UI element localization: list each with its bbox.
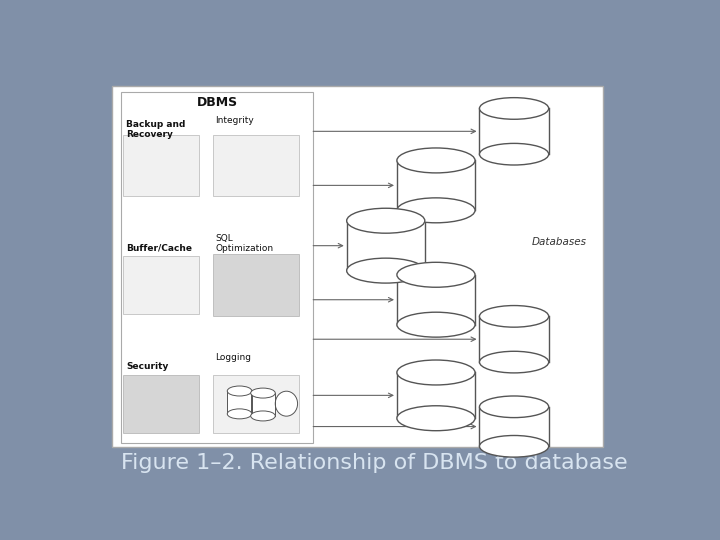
FancyBboxPatch shape xyxy=(124,375,199,433)
Ellipse shape xyxy=(397,198,475,223)
Ellipse shape xyxy=(480,352,549,373)
Text: Security: Security xyxy=(126,362,168,371)
Ellipse shape xyxy=(480,306,549,327)
Ellipse shape xyxy=(397,312,475,337)
Ellipse shape xyxy=(228,386,252,396)
Text: Figure 1–2. Relationship of DBMS to database: Figure 1–2. Relationship of DBMS to data… xyxy=(121,453,627,473)
FancyBboxPatch shape xyxy=(213,375,300,433)
Polygon shape xyxy=(480,407,549,446)
Ellipse shape xyxy=(397,262,475,287)
Polygon shape xyxy=(480,316,549,362)
Polygon shape xyxy=(228,391,252,414)
Polygon shape xyxy=(251,393,275,416)
Ellipse shape xyxy=(480,435,549,457)
Polygon shape xyxy=(397,160,475,211)
FancyBboxPatch shape xyxy=(121,92,313,443)
Ellipse shape xyxy=(480,98,549,119)
FancyBboxPatch shape xyxy=(112,85,603,447)
Polygon shape xyxy=(480,109,549,154)
Text: Integrity: Integrity xyxy=(215,117,254,125)
Text: DBMS: DBMS xyxy=(197,96,238,109)
Text: Backup and
Recovery: Backup and Recovery xyxy=(126,119,186,139)
Text: SQL
Optimization: SQL Optimization xyxy=(215,234,274,253)
Ellipse shape xyxy=(228,409,252,419)
Text: Logging: Logging xyxy=(215,354,251,362)
FancyBboxPatch shape xyxy=(124,256,199,314)
Polygon shape xyxy=(397,373,475,418)
Text: Databases: Databases xyxy=(531,237,586,247)
FancyBboxPatch shape xyxy=(124,136,199,196)
FancyBboxPatch shape xyxy=(213,254,300,316)
Ellipse shape xyxy=(397,406,475,431)
Ellipse shape xyxy=(347,258,425,283)
Ellipse shape xyxy=(480,144,549,165)
Text: Buffer/Cache: Buffer/Cache xyxy=(126,243,192,252)
Ellipse shape xyxy=(251,411,275,421)
FancyBboxPatch shape xyxy=(213,136,300,196)
Ellipse shape xyxy=(275,391,297,416)
Polygon shape xyxy=(347,221,425,271)
Ellipse shape xyxy=(397,148,475,173)
Ellipse shape xyxy=(480,396,549,417)
Polygon shape xyxy=(397,275,475,325)
Ellipse shape xyxy=(347,208,425,233)
Ellipse shape xyxy=(251,388,275,398)
Ellipse shape xyxy=(397,360,475,385)
